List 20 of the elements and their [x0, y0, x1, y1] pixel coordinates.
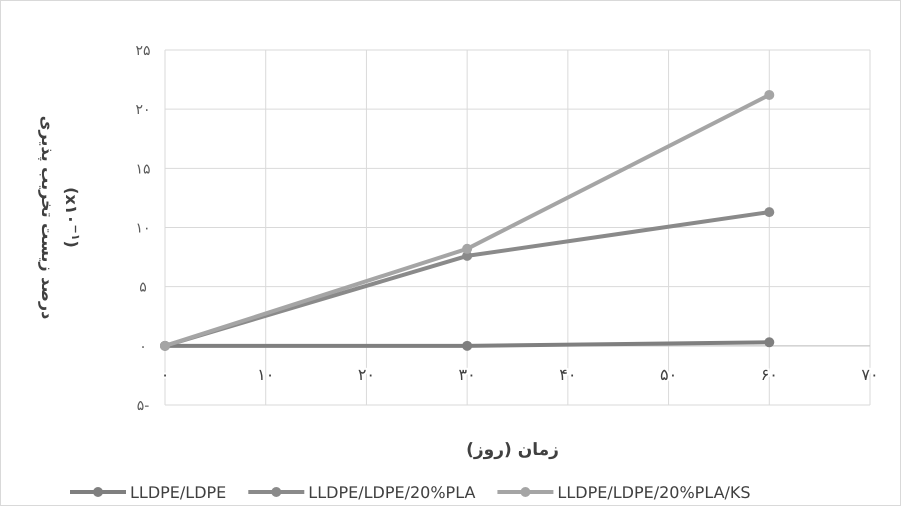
- x-tick-label: ۲۰: [358, 364, 376, 384]
- y-tick-label: ۰: [139, 338, 147, 355]
- x-tick-label: ۱۰: [257, 364, 274, 384]
- legend-label: LLDPE/LDPE/20%PLA: [308, 483, 476, 502]
- y-tick-label: ۲۵: [135, 43, 151, 59]
- x-tick-label: ۶۰: [760, 364, 778, 384]
- x-tick-label: ۷۰: [861, 364, 879, 384]
- x-axis-title: زمان (روز): [466, 440, 559, 460]
- y-tick-label: ۵-: [136, 398, 150, 414]
- y-tick-label: ۱۵: [135, 161, 151, 178]
- legend-label: LLDPE/LDPE: [130, 483, 226, 502]
- y-tick-label: ۲۰: [135, 102, 151, 118]
- x-tick-label: ۰: [160, 364, 170, 384]
- x-tick-label: ۳۰: [458, 364, 476, 384]
- y-tick-label: ۱۰: [135, 220, 151, 236]
- x-tick-label: ۴۰: [559, 364, 576, 384]
- y-tick-label: ۵: [139, 280, 147, 296]
- x-tick-label: ۵۰: [660, 364, 678, 384]
- legend-label: LLDPE/LDPE/20%PLA/KS: [557, 483, 751, 502]
- text: درصد زیست تخریب پذیری: [38, 116, 57, 320]
